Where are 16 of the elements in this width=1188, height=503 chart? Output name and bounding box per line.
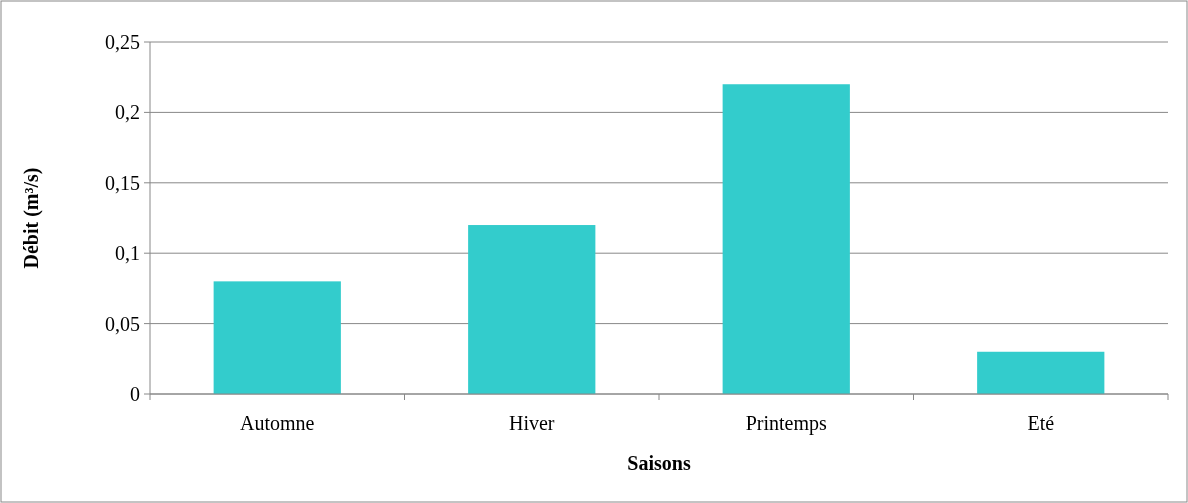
x-axis-title: Saisons [627,452,691,474]
y-tick-label: 0,2 [115,101,140,124]
x-tick-label: Eté [1027,412,1055,434]
bar [977,351,1105,394]
bar [722,84,850,394]
y-tick-label: 0,1 [115,242,140,265]
y-tick-label: 0,25 [105,31,140,53]
bar [468,225,596,394]
bar [213,281,341,394]
x-tick-label: Hiver [508,412,555,434]
y-tick-label: 0,05 [105,312,140,335]
x-tick-label: Automne [240,412,315,434]
x-tick-label: Printemps [745,412,828,435]
y-tick-label: 0,15 [105,171,140,194]
y-axis-title: Débit (m³/s) [20,167,43,269]
y-tick-label: 0 [130,383,140,405]
